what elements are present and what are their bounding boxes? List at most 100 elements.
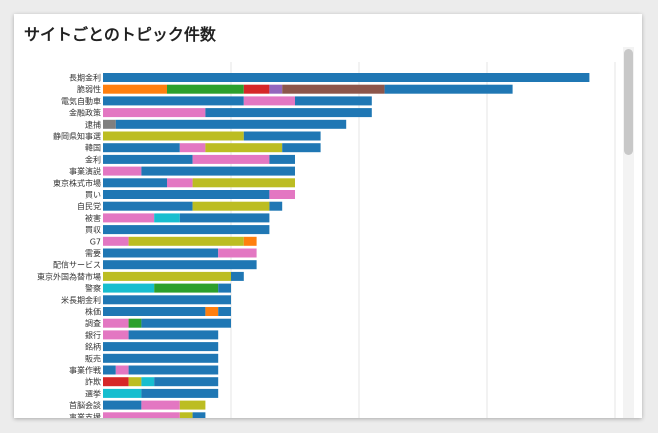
bar-segment (103, 412, 180, 418)
vertical-scrollbar[interactable] (623, 47, 634, 418)
bar-segment (231, 271, 244, 281)
bar-segment (103, 178, 167, 188)
bar-segment (103, 388, 142, 398)
bar-segment (243, 96, 295, 106)
y-tick-label: 静岡県知事選 (53, 131, 101, 141)
scrollbar-thumb[interactable] (624, 49, 633, 155)
y-tick-label: 事業演説 (69, 166, 101, 176)
bar-segment (179, 412, 193, 418)
bar-segment (141, 388, 219, 398)
bar-segment (103, 330, 129, 340)
bar-segment (103, 283, 155, 293)
y-tick-label: 東京株式市場 (53, 178, 101, 188)
bar-segment (103, 400, 142, 410)
bar-segment (205, 108, 372, 118)
y-tick-label: 需要 (85, 249, 101, 258)
bar-segment (103, 190, 270, 199)
bar-segment (205, 307, 219, 316)
bar-segment (103, 353, 219, 363)
y-tick-label: 銘柄 (85, 342, 101, 352)
bar-segment (103, 271, 231, 281)
y-tick-label: 調査 (85, 318, 101, 328)
y-tick-label: 買い (85, 191, 101, 200)
bar-segment (192, 154, 270, 164)
bar-segment (103, 131, 244, 141)
bar-segment (128, 330, 219, 340)
bar-segment (179, 213, 270, 223)
bar-segment (179, 400, 206, 410)
y-tick-label: 被害 (85, 213, 101, 223)
bar-segment (103, 248, 219, 258)
bar-segment (128, 365, 219, 375)
y-tick-label: 詐欺 (85, 377, 101, 387)
bar-segment (295, 96, 372, 106)
bar-segment (218, 248, 257, 258)
bar-segment (103, 295, 231, 305)
bar-segment (282, 84, 385, 94)
bar-segment (141, 400, 180, 410)
bar-segment (103, 260, 257, 270)
y-tick-label: 自民党 (77, 201, 101, 211)
bar-segment (192, 412, 206, 418)
y-tick-label: 金利 (85, 154, 101, 164)
y-tick-label: 韓国 (85, 143, 101, 153)
y-tick-label: 電気自動車 (61, 96, 101, 106)
bar-segment (269, 154, 295, 164)
bar-segment (269, 201, 283, 211)
bar-segment (103, 143, 180, 153)
bar-segment (141, 377, 155, 387)
y-tick-label: 買収 (85, 225, 101, 235)
bar-segment (103, 318, 129, 328)
chart-card: サイトごとのトピック件数 長期金利 脆弱性電気自動車金融政策 逮捕静岡県知事選韓国金… (14, 14, 642, 418)
y-tick-label: 銀行 (85, 330, 101, 340)
bar-segment (167, 84, 244, 94)
bar-segment (154, 213, 180, 223)
bar-segment (103, 84, 167, 94)
bar-segment (282, 143, 321, 153)
bar-segment (103, 73, 590, 82)
bar-segment (128, 377, 142, 387)
y-tick-label: 事業作戦 (69, 365, 101, 375)
y-tick-label: 株価 (85, 307, 101, 317)
bar-segment (128, 318, 142, 328)
y-tick-label: G7 (90, 237, 101, 246)
y-tick-label: 販売 (85, 353, 101, 363)
y-tick-label: 米長期金利 (61, 295, 101, 305)
bar-segment (154, 377, 219, 387)
y-tick-label: 金融政策 (69, 108, 101, 118)
bar-segment (103, 342, 219, 352)
bar-segment (141, 166, 295, 176)
bar-segment (205, 143, 283, 153)
stacked-bar-chart: 長期金利脆弱性電気自動車金融政策逮捕静岡県知事選韓国金利事業演説東京株式市場買い… (37, 62, 616, 418)
y-tick-label: 首脳会談 (69, 400, 101, 410)
y-tick-label: 逮捕 (85, 119, 101, 129)
bar-segment (103, 213, 155, 223)
bar-segment (115, 365, 129, 375)
y-tick-label: 東京外国為替市場 (37, 271, 101, 281)
y-tick-label: 脆弱性 (77, 84, 101, 94)
bar-segment (243, 84, 270, 94)
bar-segment (243, 236, 257, 246)
bar-segment (179, 143, 206, 153)
bar-segment (103, 236, 129, 246)
bar-segment (154, 283, 219, 293)
bar-segment (192, 178, 295, 188)
bar-segment (103, 201, 193, 211)
bar-segment (103, 119, 116, 129)
y-tick-label: 警察 (85, 283, 101, 293)
card-title: サイトごとのトピック件数 (24, 25, 216, 44)
bar-segment (128, 236, 244, 246)
bar-segment (243, 131, 321, 141)
bar-segment (103, 154, 193, 164)
y-tick-label: 長期金利 (69, 73, 101, 83)
bar-segment (103, 225, 270, 235)
bar-segment (103, 307, 206, 316)
bar-segment (218, 307, 231, 316)
bar-segment (115, 119, 347, 129)
y-tick-label: 選挙 (85, 388, 101, 398)
y-tick-label: 事業支援 (69, 412, 101, 418)
bar-segment (103, 96, 244, 106)
bar-segment (141, 318, 231, 328)
bar-segment (103, 377, 129, 387)
bar-segment (192, 201, 270, 211)
